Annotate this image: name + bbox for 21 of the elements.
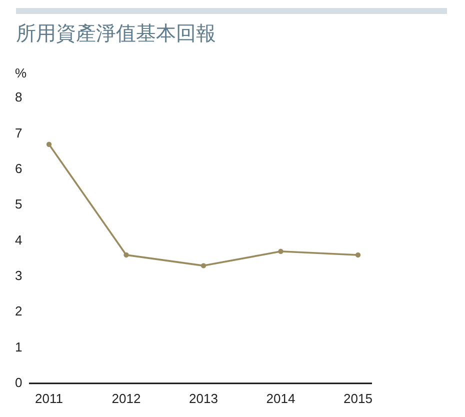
y-tick-label: 8 <box>15 90 22 105</box>
y-tick-label: 0 <box>15 374 22 390</box>
point <box>124 252 129 258</box>
x-tick-label: 2011 <box>35 390 63 406</box>
x-tick-label: 2015 <box>344 390 372 406</box>
x-tick-label: 2014 <box>266 390 296 406</box>
point <box>46 142 52 147</box>
x-tick-label: 2012 <box>112 390 141 406</box>
point <box>278 248 284 254</box>
point <box>200 263 206 268</box>
y-tick-label: 7 <box>15 125 22 140</box>
point <box>355 252 361 258</box>
y-tick-label: 6 <box>15 160 22 176</box>
y-tick-label: 1 <box>15 339 22 354</box>
chart-title: 所用資產淨值基本回報 <box>16 20 216 47</box>
y-tick-label: 5 <box>15 196 22 212</box>
y-tick-label: 2 <box>15 304 22 319</box>
y-tick-label: 3 <box>15 268 22 283</box>
y-axis-title: % <box>15 66 27 81</box>
x-tick-label: 2013 <box>189 390 218 406</box>
y-tick-label: 4 <box>15 232 22 248</box>
